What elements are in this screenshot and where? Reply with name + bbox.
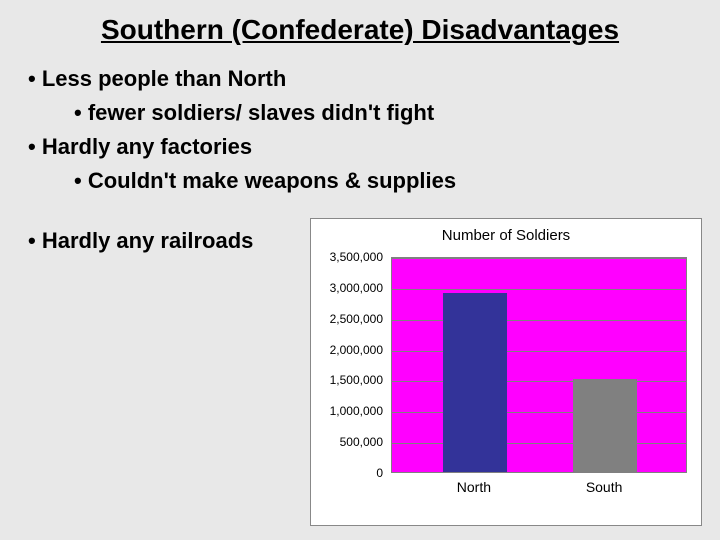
y-tick-label: 2,000,000 xyxy=(330,343,383,357)
bullet-1: • Less people than North xyxy=(28,62,720,96)
bullet-3-text: Hardly any railroads xyxy=(42,228,254,253)
bullet-2-text: Hardly any factories xyxy=(42,134,252,159)
bullet-2-sub-text: Couldn't make weapons & supplies xyxy=(88,168,456,193)
y-tick-label: 3,000,000 xyxy=(330,281,383,295)
bar-south xyxy=(573,379,637,472)
x-axis-labels: North South xyxy=(391,479,687,503)
page-title: Southern (Confederate) Disadvantages xyxy=(0,0,720,56)
x-tick-label: South xyxy=(586,479,623,495)
y-tick-label: 1,500,000 xyxy=(330,373,383,387)
x-tick-label: North xyxy=(457,479,491,495)
y-axis-labels: 0500,0001,000,0001,500,0002,000,0002,500… xyxy=(311,257,387,473)
bullet-1-text: Less people than North xyxy=(42,66,286,91)
grid-line xyxy=(392,443,686,444)
y-tick-label: 0 xyxy=(376,466,383,480)
grid-line xyxy=(392,258,686,259)
grid-line xyxy=(392,320,686,321)
grid-line xyxy=(392,351,686,352)
grid-line xyxy=(392,289,686,290)
y-tick-label: 500,000 xyxy=(340,435,383,449)
bullet-2: • Hardly any factories xyxy=(28,130,720,164)
soldiers-chart: Number of Soldiers 0 500,000 1,000,000 1,50… xyxy=(310,218,702,526)
grid-line xyxy=(392,412,686,413)
y-tick-label: 2,500,000 xyxy=(330,312,383,326)
y-tick-label: 1,000,000 xyxy=(330,404,383,418)
y-tick-label: 3,500,000 xyxy=(330,250,383,264)
bullet-1-sub: • fewer soldiers/ slaves didn't fight xyxy=(28,96,720,130)
plot-area xyxy=(391,257,687,473)
grid-line xyxy=(392,381,686,382)
bullet-1-sub-text: fewer soldiers/ slaves didn't fight xyxy=(88,100,434,125)
chart-title: Number of Soldiers xyxy=(311,219,701,250)
bullet-2-sub: • Couldn't make weapons & supplies xyxy=(28,164,720,198)
plot-wrap xyxy=(391,257,687,473)
bar-north xyxy=(443,293,507,472)
